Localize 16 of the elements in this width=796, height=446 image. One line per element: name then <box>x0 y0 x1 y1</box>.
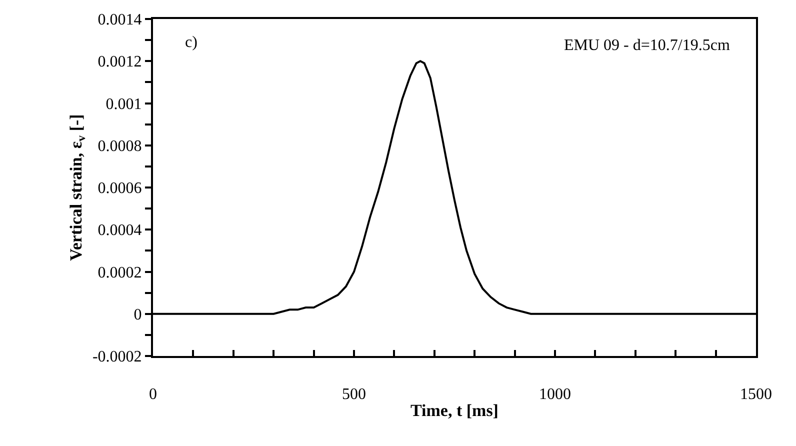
y-tick-label: 0.0006 <box>98 180 142 198</box>
y-tick-label: -0.0002 <box>92 348 142 366</box>
y-tick-label: 0.0004 <box>98 222 142 240</box>
x-tick-label: 500 <box>342 386 366 404</box>
x-tick-label: 1000 <box>539 386 571 404</box>
y-tick-label: 0.0008 <box>98 138 142 155</box>
y-tick-label: 0.0012 <box>98 54 142 71</box>
x-axis-title: Time, t [ms] <box>410 401 498 420</box>
x-tick-label: 0 <box>149 386 157 404</box>
x-tick-label: 1500 <box>740 386 772 404</box>
annotation: c) <box>185 34 198 51</box>
annotation: EMU 09 - d=10.7/19.5cm <box>564 37 730 54</box>
y-tick-label: 0.001 <box>106 96 142 113</box>
y-tick-label: 0 <box>134 306 142 324</box>
y-tick-label: 0.0014 <box>98 12 142 29</box>
y-tick-label: 0.0002 <box>98 264 142 282</box>
